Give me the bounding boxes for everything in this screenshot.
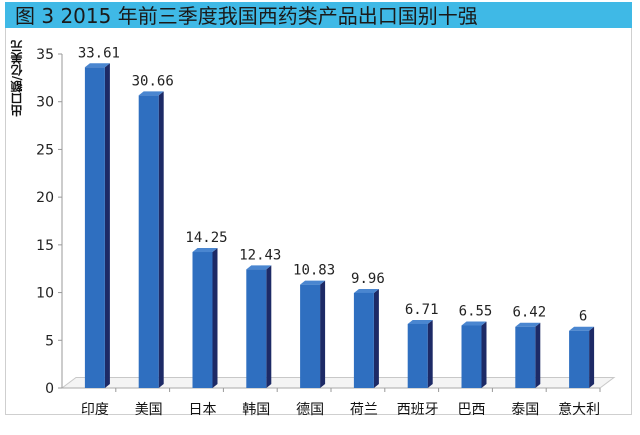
x-tick-label: 巴西 — [458, 402, 486, 418]
x-tick-label: 泰国 — [511, 402, 539, 418]
x-tick-label: 印度 — [81, 402, 109, 418]
x-tick-label: 韩国 — [242, 402, 270, 418]
bar-top — [138, 91, 164, 96]
bar-top — [461, 321, 487, 326]
data-label: 30.66 — [132, 73, 174, 89]
y-tick-label: 0 — [45, 381, 54, 397]
bar — [84, 67, 105, 388]
y-tick-label: 10 — [36, 286, 54, 302]
y-tick-label: 5 — [45, 333, 54, 349]
bar-top — [353, 288, 379, 293]
data-label: 6.71 — [405, 302, 439, 318]
bar-side — [266, 265, 272, 388]
bar — [461, 325, 482, 388]
x-tick-label: 意大利 — [558, 401, 600, 418]
bar-top — [407, 319, 433, 324]
bar — [246, 269, 267, 388]
bar-side — [373, 288, 379, 388]
bar-side — [320, 280, 326, 388]
y-tick-label: 20 — [36, 190, 54, 206]
data-label: 6.42 — [512, 305, 546, 321]
bar — [300, 284, 321, 388]
data-label: 9.96 — [351, 271, 385, 287]
data-label: 10.83 — [293, 263, 335, 279]
data-label: 33.61 — [78, 45, 120, 61]
y-tick-label: 25 — [36, 142, 54, 158]
x-tick-label: 西班牙 — [397, 402, 439, 418]
x-tick-label: 日本 — [189, 402, 217, 418]
bar — [192, 252, 213, 388]
data-label: 6.55 — [459, 303, 493, 319]
bar-top — [246, 265, 272, 270]
y-tick-label: 30 — [36, 95, 54, 111]
bar — [515, 326, 536, 388]
data-label: 12.43 — [239, 247, 281, 263]
bar-side — [104, 63, 110, 388]
y-tick-label: 35 — [36, 47, 54, 63]
bar-top — [569, 326, 595, 331]
bar-top — [300, 280, 326, 285]
data-label: 6 — [579, 309, 587, 325]
bar-side — [158, 91, 164, 388]
x-tick-label: 德国 — [296, 402, 324, 418]
x-tick-label: 美国 — [135, 402, 163, 418]
bar — [569, 330, 590, 388]
bar-top — [515, 322, 541, 327]
chart-frame — [5, 28, 632, 415]
bar — [353, 292, 374, 388]
bar — [407, 323, 428, 388]
bar-side — [212, 248, 218, 388]
bar-side — [589, 326, 595, 388]
x-tick-label: 荷兰 — [350, 402, 378, 418]
y-tick-label: 15 — [36, 238, 54, 254]
bar-side — [481, 321, 487, 388]
chart-title: 图 3 2015 年前三季度我国西药类产品出口国别十强 — [15, 4, 478, 28]
bar-side — [427, 319, 433, 388]
bar — [138, 95, 159, 388]
data-label: 14.25 — [185, 230, 227, 246]
bar-top — [192, 248, 218, 253]
title-bar: 图 3 2015 年前三季度我国西药类产品出口国别十强 — [5, 2, 632, 28]
bar-side — [535, 322, 541, 388]
bar-top — [84, 63, 110, 68]
